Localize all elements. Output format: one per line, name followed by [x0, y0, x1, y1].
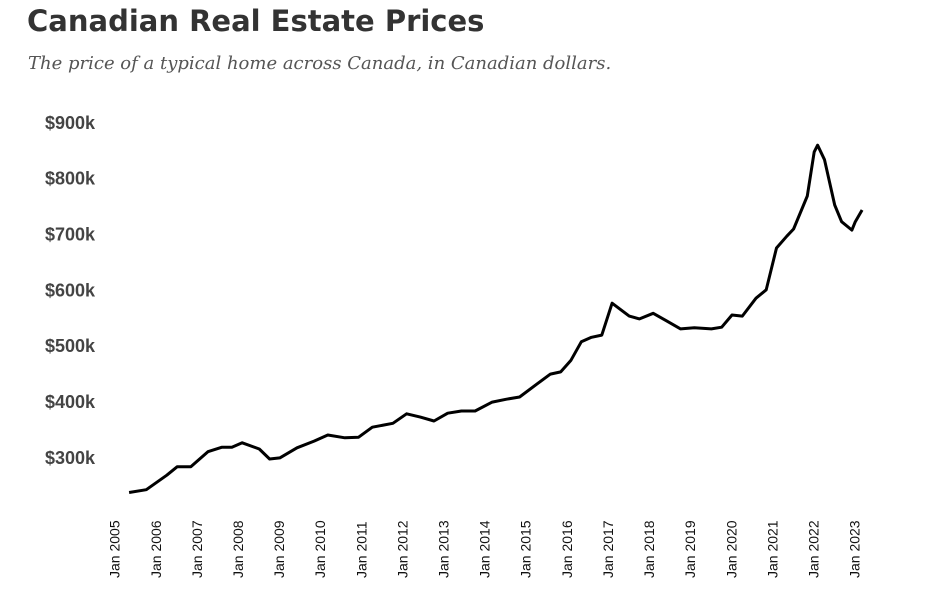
y-tick-label: $400k [45, 392, 96, 412]
y-tick-label: $300k [45, 448, 96, 468]
x-tick-label: Jan 2018 [641, 520, 657, 578]
x-tick-label: Jan 2014 [477, 520, 493, 578]
x-tick-label: Jan 2010 [312, 520, 328, 578]
price-line [128, 143, 864, 494]
x-tick-label: Jan 2015 [518, 520, 534, 578]
x-tick-label: Jan 2007 [189, 520, 205, 578]
chart-subtitle: The price of a typical home across Canad… [28, 53, 611, 74]
x-tick-label: Jan 2006 [148, 520, 164, 578]
x-tick-label: Jan 2008 [230, 520, 246, 578]
x-tick-label: Jan 2005 [107, 520, 123, 578]
x-tick-label: Jan 2011 [353, 521, 369, 578]
y-tick-label: $700k [45, 224, 96, 244]
y-tick-label: $900k [45, 113, 96, 133]
x-tick-label: Jan 2020 [723, 520, 739, 578]
y-tick-label: $800k [45, 169, 96, 189]
x-tick-label: Jan 2009 [271, 520, 287, 578]
x-tick-label: Jan 2017 [600, 520, 616, 578]
x-tick-label: Jan 2016 [559, 520, 575, 578]
x-tick-label: Jan 2013 [436, 520, 452, 578]
x-tick-label: Jan 2021 [764, 520, 780, 578]
y-tick-label: $500k [45, 336, 96, 356]
x-tick-label: Jan 2012 [394, 520, 410, 578]
y-tick-label: $600k [45, 280, 96, 300]
x-tick-label: Jan 2023 [847, 520, 863, 578]
x-tick-label: Jan 2019 [682, 520, 698, 578]
chart-title: Canadian Real Estate Prices [27, 4, 484, 38]
x-tick-label: Jan 2022 [805, 520, 821, 578]
